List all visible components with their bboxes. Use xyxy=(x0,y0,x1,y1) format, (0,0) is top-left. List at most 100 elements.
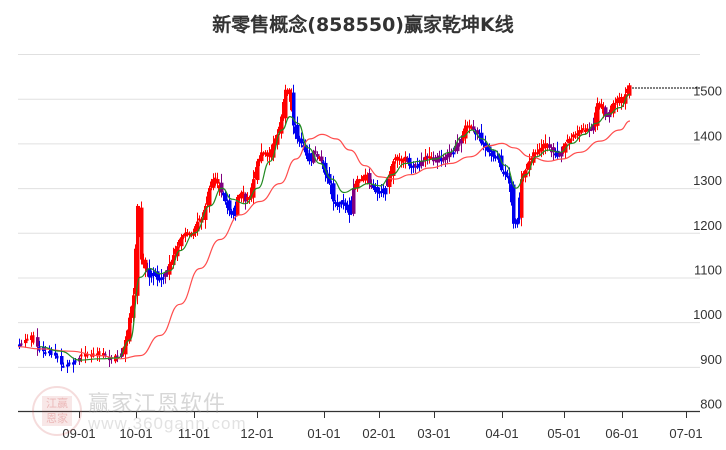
candle-body xyxy=(340,201,344,205)
candle-body xyxy=(514,219,517,224)
candle-body xyxy=(228,200,232,211)
x-tick-label: 09-01 xyxy=(62,426,95,441)
candle-body xyxy=(278,126,281,134)
candle-body xyxy=(506,172,509,178)
candle-body xyxy=(156,271,160,280)
candle-body xyxy=(116,355,119,358)
candle-body xyxy=(480,132,484,144)
candle-body xyxy=(568,138,572,144)
candle-body xyxy=(318,156,321,159)
candle-body xyxy=(48,351,52,354)
candle-body xyxy=(282,102,285,119)
candle-body xyxy=(254,171,257,179)
candle-body xyxy=(54,352,58,356)
candle-body xyxy=(386,179,389,186)
candle-body xyxy=(478,135,481,138)
ma-short-line xyxy=(39,93,631,361)
candle-body xyxy=(440,158,444,162)
candle-body xyxy=(178,239,181,246)
candle-body xyxy=(296,124,300,139)
candle-body xyxy=(598,103,601,106)
candle-body xyxy=(302,145,305,148)
candle-body xyxy=(270,149,273,158)
candle-body xyxy=(210,181,213,188)
candle-body xyxy=(404,156,408,162)
candle-body xyxy=(164,272,168,277)
candle-body xyxy=(72,362,76,365)
candle-body xyxy=(590,128,593,131)
candle-body xyxy=(400,158,404,162)
candle-body xyxy=(168,264,172,275)
candle-body xyxy=(438,155,441,159)
candle-body xyxy=(264,152,268,155)
candle-body xyxy=(558,153,561,156)
candle-body xyxy=(144,259,148,269)
candle-body xyxy=(128,317,132,342)
candle-body xyxy=(534,152,537,155)
candle-body xyxy=(26,338,29,341)
candle-body xyxy=(226,202,229,208)
candle-body xyxy=(388,174,392,188)
candle-body xyxy=(166,269,169,275)
candle-body xyxy=(188,233,192,236)
candle-body xyxy=(488,146,492,153)
candle-body xyxy=(240,192,244,199)
candle-body xyxy=(470,126,473,129)
candle-body xyxy=(428,156,432,159)
candle-body xyxy=(160,277,164,280)
candle-body xyxy=(472,126,476,130)
candle-body xyxy=(612,103,616,114)
candle-body xyxy=(306,150,309,159)
candle-body xyxy=(456,143,460,152)
candle-body xyxy=(524,170,528,178)
candle-body xyxy=(84,353,88,357)
candle-body xyxy=(298,137,301,142)
candle-body xyxy=(536,152,540,155)
candle-body xyxy=(622,99,625,102)
candle-body xyxy=(526,163,529,170)
candle-body xyxy=(430,157,433,160)
candle-body xyxy=(556,150,560,157)
candle-body xyxy=(224,193,228,202)
candle-body xyxy=(528,161,532,170)
candle-body xyxy=(316,154,320,157)
candle-body xyxy=(348,204,352,215)
candle-body xyxy=(206,196,209,205)
candle-body xyxy=(102,353,106,356)
candle-body xyxy=(542,144,545,149)
candle-body xyxy=(268,152,272,157)
candle-body xyxy=(170,261,173,265)
candle-body xyxy=(158,278,161,281)
candle-body xyxy=(576,133,580,136)
y-tick-label: 1100 xyxy=(694,262,722,277)
candle-body xyxy=(610,105,613,114)
candle-body xyxy=(230,210,233,215)
candle-body xyxy=(338,204,341,208)
candle-body xyxy=(290,93,293,111)
candle-body xyxy=(204,205,208,220)
candle-body xyxy=(426,155,429,159)
x-tick-label: 03-01 xyxy=(417,426,450,441)
candle-body xyxy=(208,188,212,206)
candle-body xyxy=(214,177,217,182)
candle-body xyxy=(420,161,424,166)
candle-body xyxy=(548,144,552,148)
candle-body xyxy=(232,211,236,215)
candle-body xyxy=(180,237,184,247)
candle-body xyxy=(518,197,521,220)
candle-body xyxy=(392,161,396,176)
candle-body xyxy=(242,191,245,198)
candle-body xyxy=(336,202,340,206)
candle-body xyxy=(596,103,600,126)
candle-body xyxy=(540,147,544,152)
candle-body xyxy=(354,183,357,189)
x-tick-label: 02-01 xyxy=(362,426,395,441)
x-tick-label: 05-01 xyxy=(547,426,580,441)
candle-body xyxy=(486,147,489,151)
candle-body xyxy=(490,153,493,156)
moving-averages xyxy=(17,93,631,361)
candlesticks xyxy=(18,83,632,374)
candle-body xyxy=(406,157,409,162)
candle-body xyxy=(30,335,34,341)
candle-body xyxy=(356,179,360,189)
